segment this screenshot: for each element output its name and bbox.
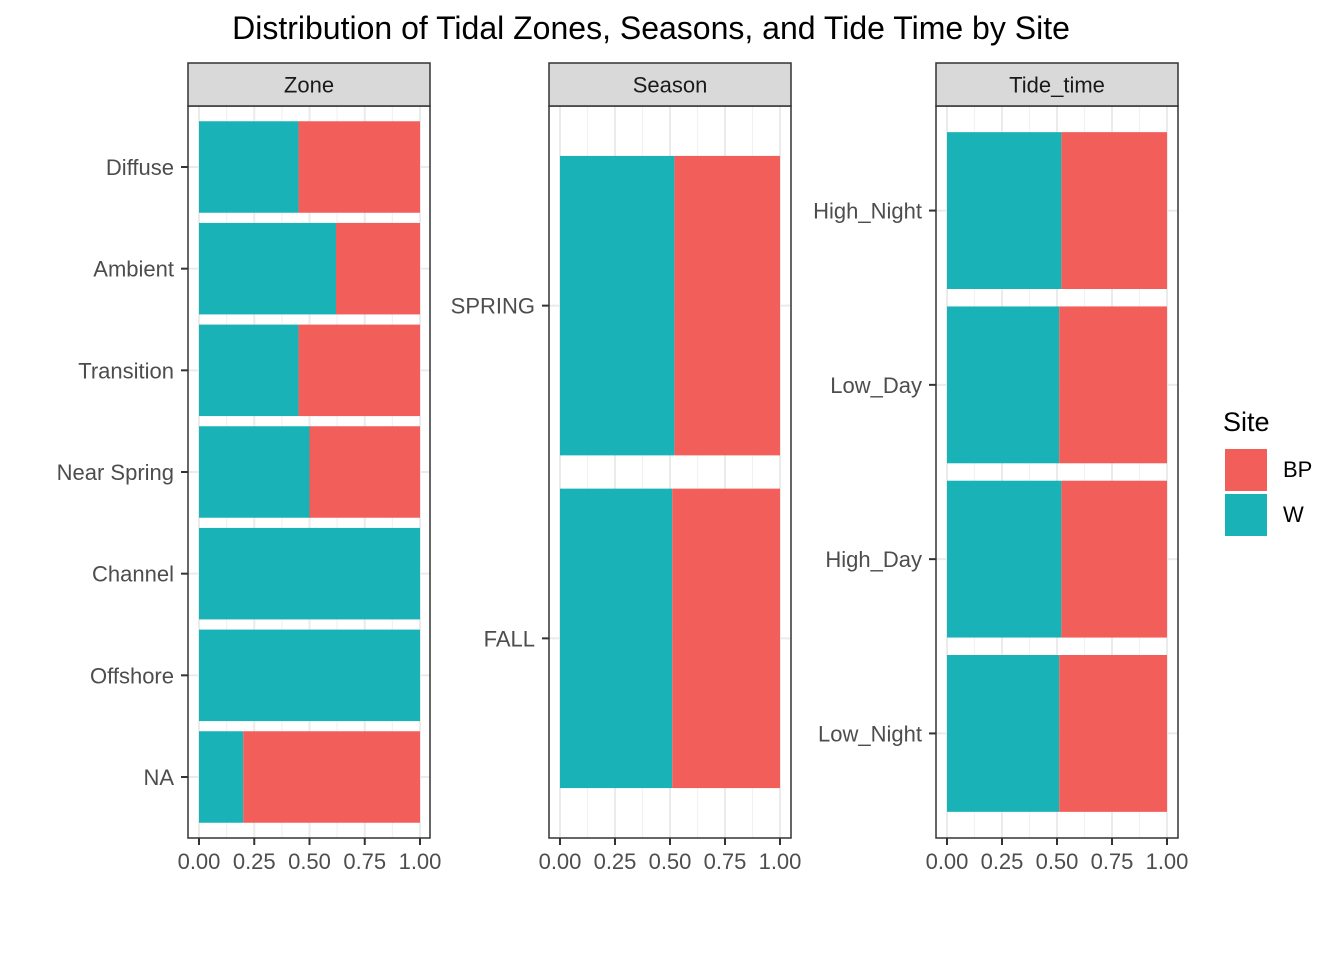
strip-background (935, 62, 1179, 107)
panel-zone: Zone Diffuse Ambient Transition Near Spring C… (57, 62, 442, 874)
y-tick-label-diffuse: Diffuse (106, 155, 174, 180)
y-tick-label-high-night: High_Night (813, 199, 922, 224)
bar-w-diffuse (199, 121, 299, 213)
x-tick-label: 0.75 (704, 849, 747, 874)
bar-w-offshore (199, 629, 420, 722)
bar-bp-high-day (1061, 480, 1167, 638)
y-tick-label-spring: SPRING (451, 294, 535, 319)
x-tick-label: 0.25 (233, 849, 276, 874)
panel-season: Season SPRING FALL 0.00 0.25 0.50 0.75 1.00 (451, 62, 802, 874)
y-tick-label-fall: FALL (484, 626, 535, 651)
legend-key-w (1225, 494, 1267, 536)
bar-w-channel (199, 527, 420, 620)
bar-bp-low-night (1059, 655, 1167, 812)
bar-bp-diffuse (298, 121, 420, 213)
x-tick-label: 0.75 (1091, 849, 1134, 874)
y-tick-label-low-night: Low_Night (818, 721, 922, 746)
x-tick-label: 1.00 (1146, 849, 1189, 874)
strip-background (548, 62, 792, 107)
strip-label-zone: Zone (284, 73, 334, 98)
chart-title: Distribution of Tidal Zones, Seasons, an… (232, 10, 1070, 46)
bar-w-high-day (947, 480, 1062, 638)
y-tick-label-transition: Transition (78, 358, 174, 383)
x-tick-label: 0.00 (926, 849, 969, 874)
bar-w-low-night (947, 655, 1060, 812)
legend-title: Site (1223, 407, 1270, 437)
bar-w-spring (560, 155, 675, 456)
x-tick-label: 0.25 (981, 849, 1024, 874)
x-tick-label: 0.25 (594, 849, 637, 874)
bar-bp-high-night (1061, 132, 1167, 289)
x-tick-label: 0.75 (343, 849, 386, 874)
bar-w-transition (199, 324, 299, 417)
legend-key-bp (1225, 449, 1267, 491)
bar-bp-low-day (1059, 306, 1167, 464)
y-tick-label-low-day: Low_Day (830, 373, 922, 398)
strip-label-season: Season (633, 73, 708, 98)
bar-w-fall (560, 488, 673, 789)
x-tick-label: 0.50 (288, 849, 331, 874)
bar-bp-near-spring (309, 426, 420, 518)
bar-bp-fall (672, 488, 780, 789)
y-tick-label-offshore: Offshore (90, 663, 174, 688)
y-tick-label-ambient: Ambient (93, 257, 174, 282)
bar-w-na (199, 731, 244, 823)
legend-label-bp: BP (1283, 457, 1312, 482)
facet-panels: Zone Diffuse Ambient Transition Near Spring C… (57, 62, 1189, 874)
bar-bp-na (243, 731, 420, 823)
bar-w-ambient (199, 222, 337, 315)
x-tick-label: 1.00 (399, 849, 442, 874)
x-tick-label: 0.50 (1036, 849, 1079, 874)
bar-w-near-spring (199, 426, 310, 518)
x-tick-label: 0.50 (649, 849, 692, 874)
y-tick-label-channel: Channel (92, 562, 174, 587)
y-tick-label-na: NA (143, 765, 174, 790)
strip-label-tide-time: Tide_time (1009, 73, 1105, 98)
legend-label-w: W (1283, 502, 1304, 527)
x-tick-label: 1.00 (759, 849, 802, 874)
bar-w-low-day (947, 306, 1060, 464)
bar-bp-ambient (336, 222, 420, 315)
x-tick-label: 0.00 (539, 849, 582, 874)
strip-background (187, 62, 431, 107)
y-tick-label-high-day: High_Day (825, 547, 922, 572)
bar-bp-transition (298, 324, 420, 417)
panel-tide-time: Tide_time High_Night Low_Day High_Day Low_Ni… (813, 62, 1189, 874)
legend: Site BP W (1223, 407, 1312, 536)
x-tick-label: 0.00 (178, 849, 221, 874)
y-tick-label-near-spring: Near Spring (57, 460, 174, 485)
bar-bp-spring (674, 155, 780, 456)
bar-w-high-night (947, 132, 1062, 289)
